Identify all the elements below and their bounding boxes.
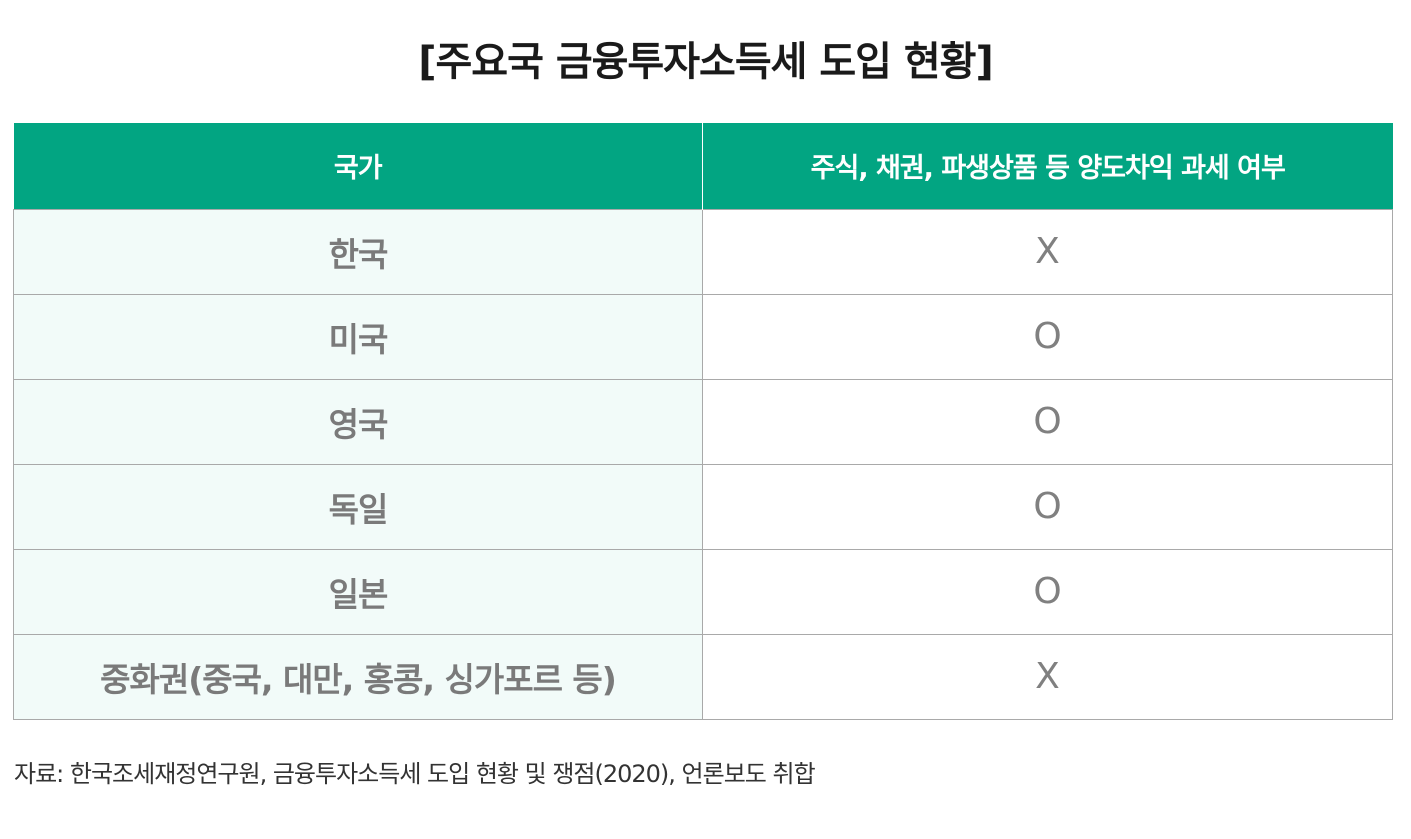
- table-row: 한국 X: [13, 208, 1393, 295]
- header-capital-gains-tax: 주식, 채권, 파생상품 등 양도차익 과세 여부: [702, 123, 1393, 209]
- source-note: 자료: 한국조세재정연구원, 금융투자소득세 도입 현황 및 쟁점(2020),…: [14, 760, 816, 788]
- country-cell: 중화권(중국, 대만, 홍콩, 싱가포르 등): [13, 633, 703, 720]
- country-cell: 한국: [13, 208, 703, 295]
- table-row: 중화권(중국, 대만, 홍콩, 싱가포르 등) X: [13, 633, 1393, 720]
- country-cell: 일본: [13, 548, 703, 635]
- taxed-mark-cell: X: [702, 633, 1393, 720]
- page-title: [주요국 금융투자소득세 도입 현황]: [418, 39, 994, 85]
- taxed-mark-cell: O: [702, 548, 1393, 635]
- taxed-mark-cell: X: [702, 208, 1393, 295]
- taxed-mark-cell: O: [702, 293, 1393, 380]
- table-row: 독일 O: [13, 463, 1393, 550]
- table-header-row: 국가 주식, 채권, 파생상품 등 양도차익 과세 여부: [13, 123, 1393, 209]
- header-country: 국가: [13, 123, 703, 209]
- country-cell: 영국: [13, 378, 703, 465]
- taxed-mark-cell: O: [702, 378, 1393, 465]
- country-cell: 미국: [13, 293, 703, 380]
- table-row: 일본 O: [13, 548, 1393, 635]
- country-cell: 독일: [13, 463, 703, 550]
- tax-status-table: 국가 주식, 채권, 파생상품 등 양도차익 과세 여부 한국 X 미국 O 영…: [13, 123, 1393, 720]
- table-row: 미국 O: [13, 293, 1393, 380]
- table-row: 영국 O: [13, 378, 1393, 465]
- taxed-mark-cell: O: [702, 463, 1393, 550]
